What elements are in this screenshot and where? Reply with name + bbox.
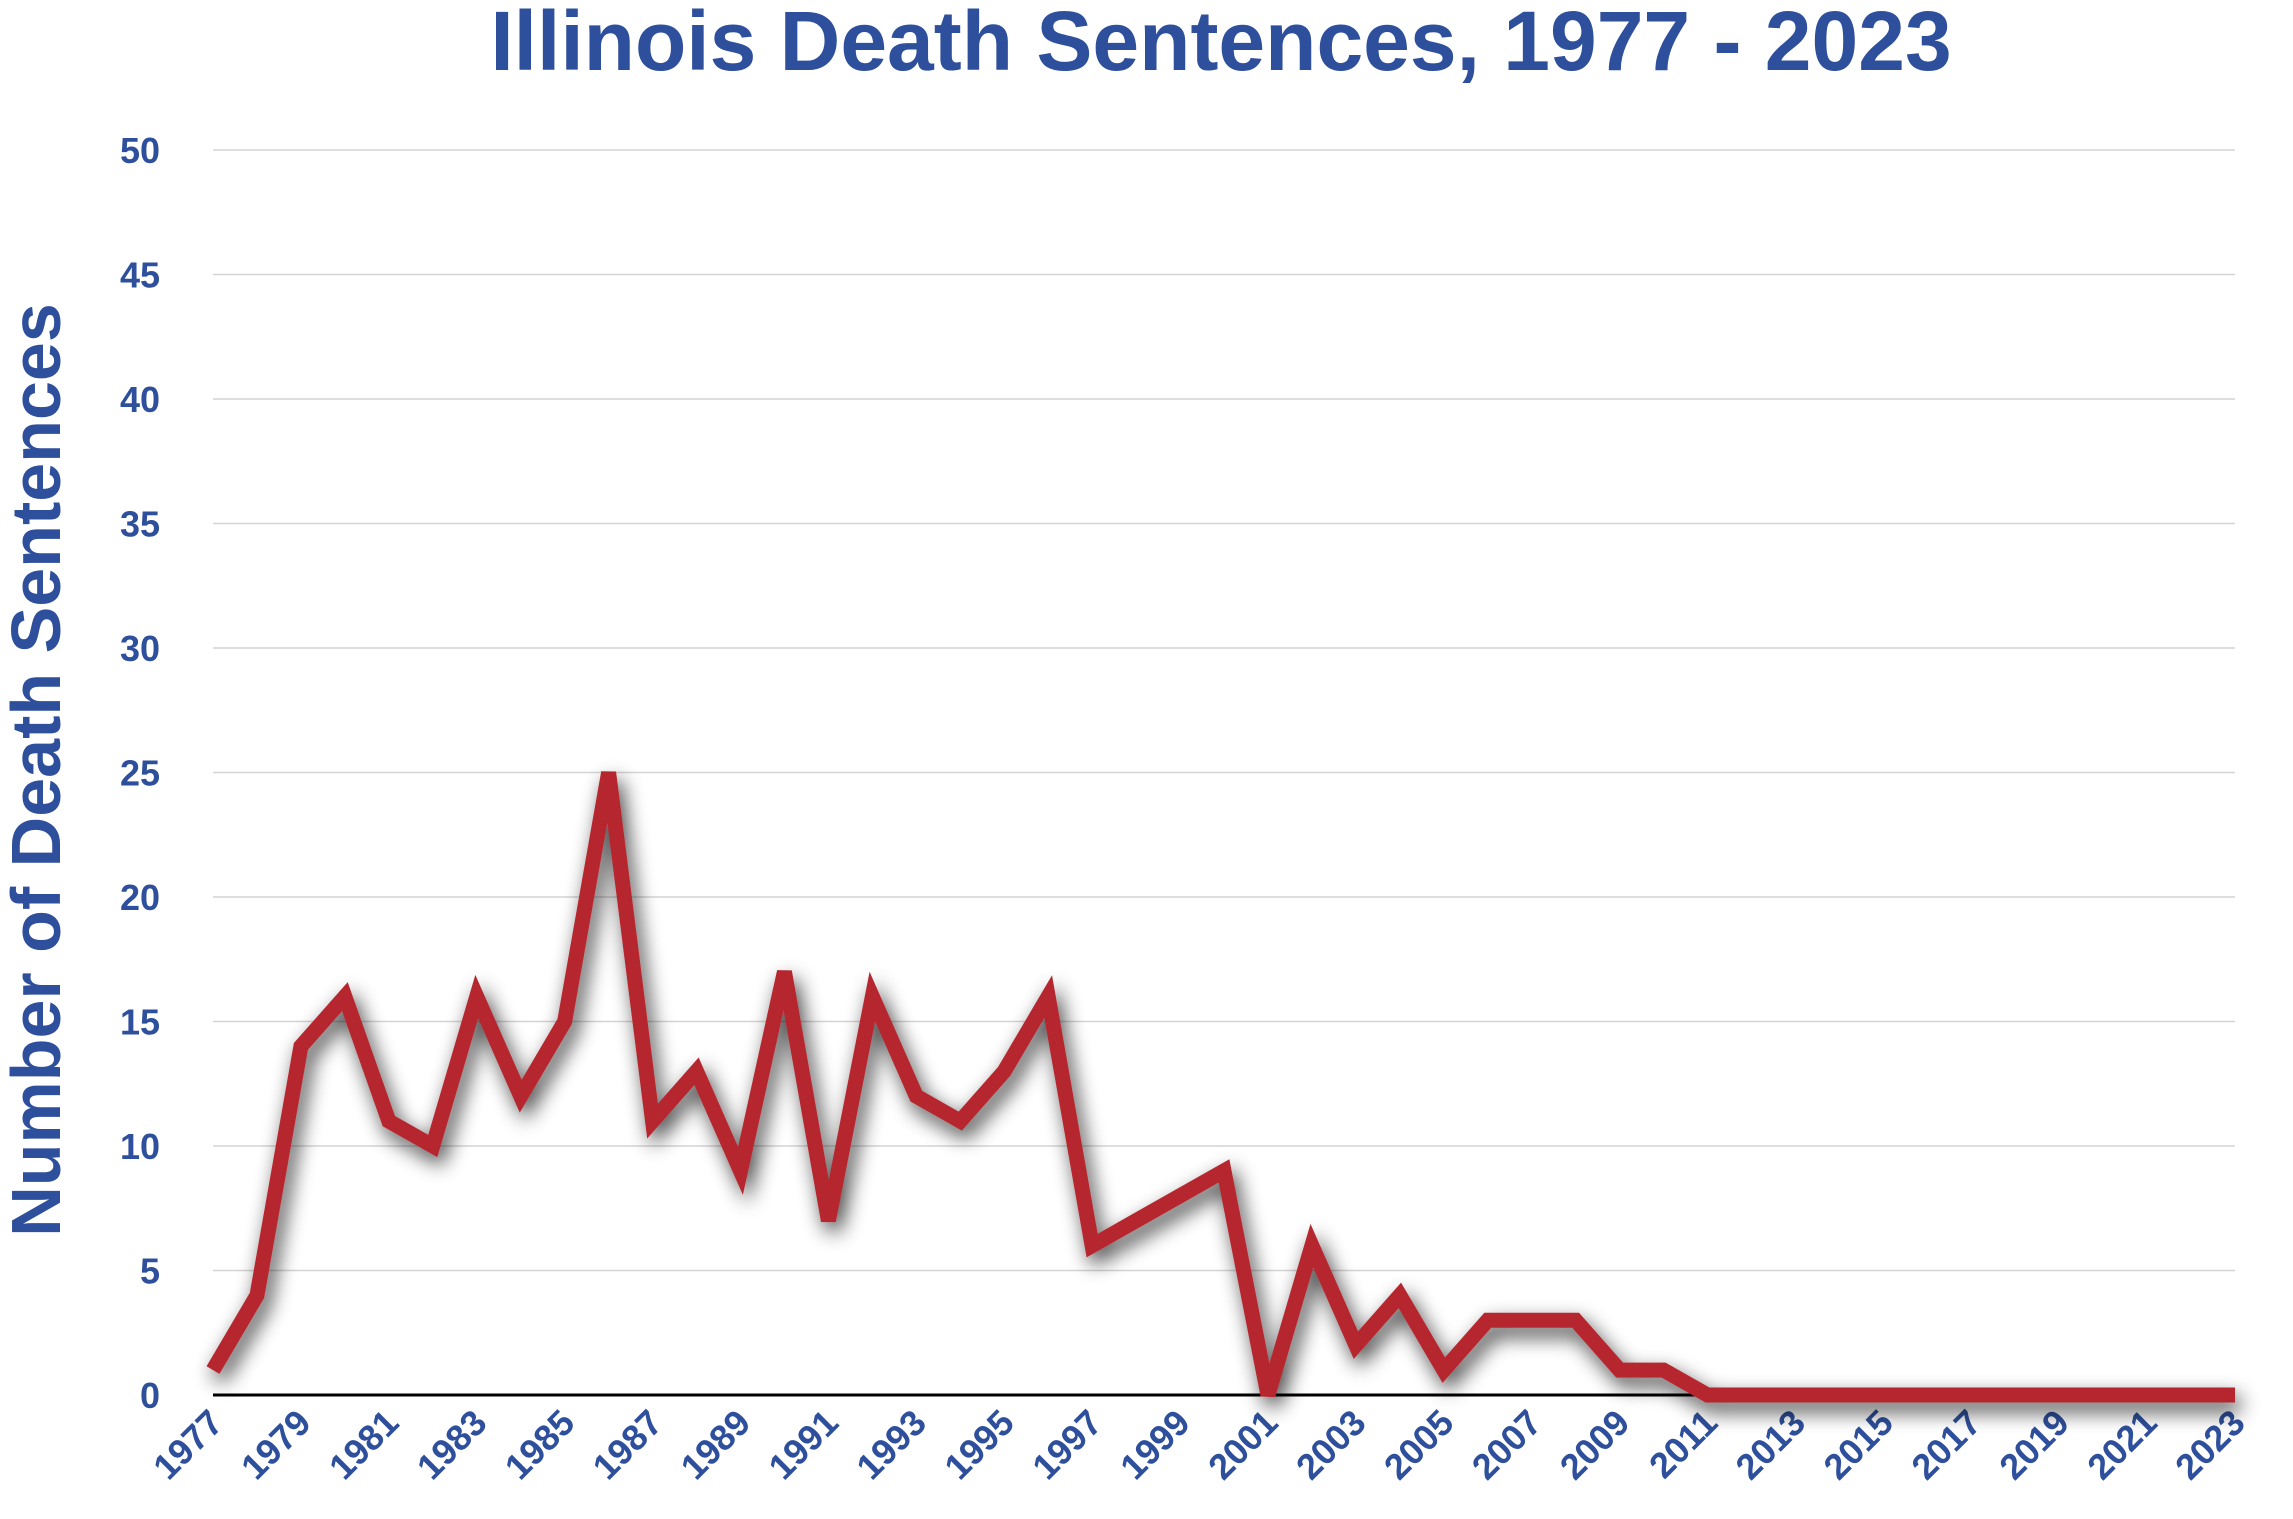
x-tick-label: 1989 (673, 1402, 759, 1488)
y-tick-label: 35 (120, 504, 160, 545)
x-tick-label: 2003 (1288, 1402, 1374, 1488)
x-tick-label: 2015 (1815, 1402, 1901, 1488)
x-tick-label: 2013 (1727, 1402, 1813, 1488)
y-tick-label: 0 (140, 1375, 160, 1416)
x-tick-label: 2019 (1991, 1402, 2077, 1488)
chart-title: Illinois Death Sentences, 1977 - 2023 (490, 0, 1951, 88)
y-axis-ticks: 0 5 10 15 20 25 30 35 40 45 50 (120, 130, 160, 1416)
y-tick-label: 50 (120, 130, 160, 171)
series-layer (206, 771, 2235, 1403)
x-tick-label: 1987 (585, 1402, 671, 1488)
y-tick-label: 25 (120, 753, 160, 794)
x-tick-label: 2001 (1200, 1402, 1286, 1488)
y-axis-label: Number of Death Sentences (0, 303, 75, 1237)
x-tick-label: 1979 (233, 1402, 319, 1488)
series-line (206, 771, 2235, 1403)
y-tick-label: 10 (120, 1126, 160, 1167)
x-tick-label: 2021 (2079, 1402, 2165, 1488)
x-tick-label: 1999 (1112, 1402, 1198, 1488)
y-tick-label: 30 (120, 628, 160, 669)
x-tick-label: 1993 (848, 1402, 934, 1488)
x-tick-label: 2005 (1376, 1402, 1462, 1488)
x-axis-ticks: 1977 1979 1981 1983 1985 1987 1989 1991 1993 1995… (145, 1402, 2253, 1488)
y-tick-label: 45 (120, 255, 160, 296)
x-tick-label: 2011 (1641, 1402, 1725, 1486)
y-tick-label: 5 (140, 1251, 160, 1292)
x-tick-label: 1991 (760, 1402, 846, 1488)
x-tick-label: 1995 (936, 1402, 1022, 1488)
x-tick-label: 1983 (409, 1402, 495, 1488)
x-tick-label: 1985 (497, 1402, 583, 1488)
y-tick-label: 20 (120, 877, 160, 918)
x-tick-label: 2017 (1903, 1402, 1989, 1488)
y-tick-label: 40 (120, 379, 160, 420)
x-tick-label: 1997 (1024, 1402, 1110, 1488)
x-tick-label: 2009 (1552, 1402, 1638, 1488)
y-tick-label: 15 (120, 1002, 160, 1043)
x-tick-label: 1981 (321, 1402, 407, 1488)
x-tick-label: 2007 (1464, 1402, 1550, 1488)
x-tick-label: 2023 (2167, 1402, 2253, 1488)
